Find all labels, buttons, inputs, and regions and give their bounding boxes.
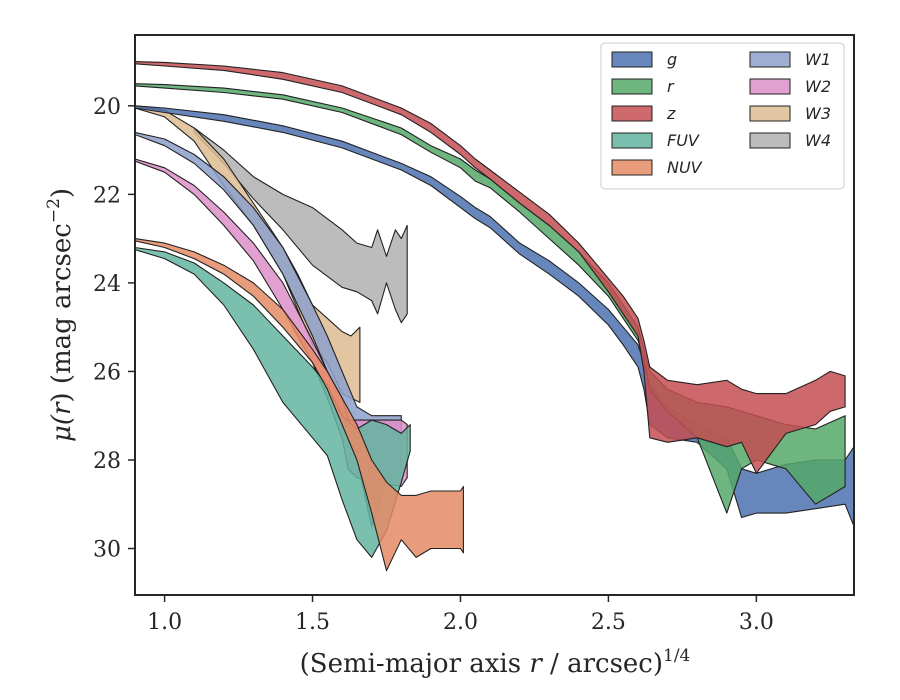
legend-swatch-w4 xyxy=(749,132,791,149)
legend: grz FUV NUV W1 W2 W3 W4 xyxy=(600,42,845,190)
legend-swatch-w1 xyxy=(749,51,791,68)
x-tick-label: 1.5 xyxy=(295,610,330,635)
legend-label-w1: W1 xyxy=(805,50,831,69)
legend-swatch-fuv xyxy=(611,132,653,149)
legend-label-w3: W3 xyxy=(805,104,831,123)
plot-frame xyxy=(134,34,855,596)
band-z xyxy=(135,61,846,474)
x-axis-title: (Semi-major axis r / arcsec)1/4 xyxy=(300,646,691,679)
legend-label-w4: W4 xyxy=(805,131,831,150)
legend-swatch-nuv xyxy=(611,159,653,176)
y-axis-title: μ(r) (mag arcsec−2) xyxy=(44,188,77,442)
legend-swatch-r xyxy=(611,78,653,95)
legend-label-fuv: FUV xyxy=(667,131,700,150)
y-tick-label: 24 xyxy=(93,272,121,297)
legend-swatch-g xyxy=(611,51,653,68)
y-tick-label: 28 xyxy=(93,449,121,474)
x-axis: 1.0 1.5 2.0 2.5 3.0 xyxy=(147,595,774,635)
y-tick-label: 20 xyxy=(93,95,121,120)
band-fuv xyxy=(135,246,411,558)
band-w4 xyxy=(193,127,408,324)
legend-label-w2: W2 xyxy=(805,77,831,96)
legend-label-z: z xyxy=(666,104,676,123)
series-bands xyxy=(135,61,854,572)
x-tick-label: 2.5 xyxy=(591,610,626,635)
band-nuv xyxy=(135,238,464,572)
legend-label-g: g xyxy=(667,50,677,69)
legend-swatch-z xyxy=(611,105,653,122)
legend-label-r: r xyxy=(667,77,675,96)
x-tick-label: 3.0 xyxy=(739,610,774,635)
legend-swatch-w2 xyxy=(749,78,791,95)
y-axis: 20 22 24 26 28 30 xyxy=(93,95,135,563)
x-tick-label: 2.0 xyxy=(443,610,478,635)
x-tick-label: 1.0 xyxy=(147,610,182,635)
y-tick-label: 26 xyxy=(93,360,121,385)
y-tick-label: 30 xyxy=(93,538,121,563)
y-tick-label: 22 xyxy=(93,183,121,208)
legend-swatch-w3 xyxy=(749,105,791,122)
legend-label-nuv: NUV xyxy=(667,158,703,177)
